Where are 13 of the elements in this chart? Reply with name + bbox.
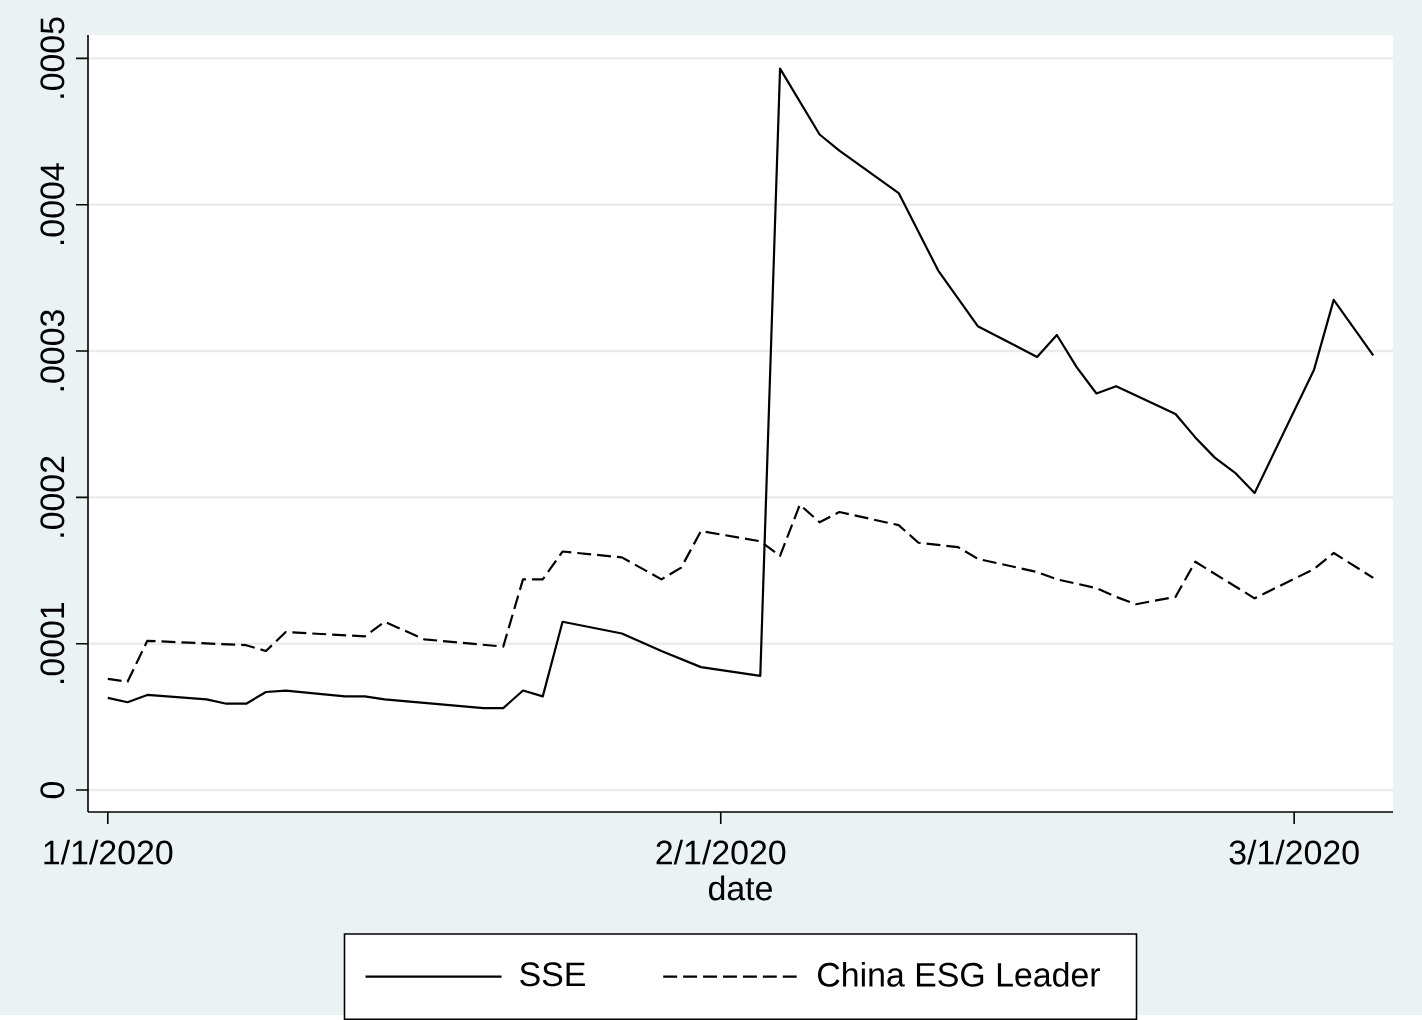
x-tick-label: 2/1/2020	[656, 839, 786, 865]
y-tick-label: .0004	[40, 163, 65, 244]
x-tick-label: 1/1/2020	[44, 839, 173, 865]
y-tick-label: 0	[40, 781, 65, 799]
line-series	[106, 67, 1375, 710]
x-axis-title: date	[708, 875, 772, 901]
legend-label: SSE	[520, 962, 585, 987]
y-tick-label: .0005	[40, 17, 65, 98]
y-tick-label: .0003	[40, 310, 65, 391]
legend-label: China ESG Leader	[818, 961, 1101, 987]
y-tick-label: .0001	[40, 602, 65, 683]
x-tick-label: 3/1/2020	[1229, 839, 1359, 865]
y-tick-label: .0002	[40, 456, 65, 537]
